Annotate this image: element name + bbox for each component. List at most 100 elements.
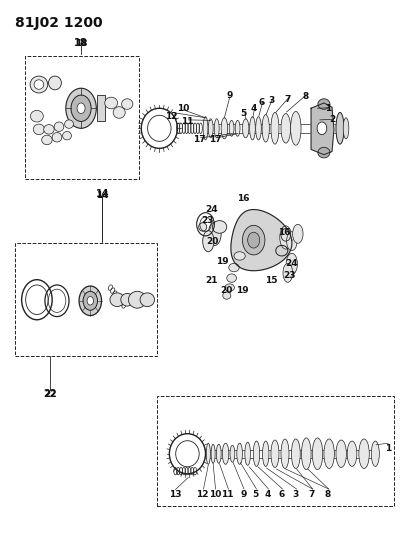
Circle shape bbox=[317, 122, 327, 135]
Ellipse shape bbox=[291, 111, 301, 145]
Ellipse shape bbox=[176, 441, 199, 467]
Ellipse shape bbox=[245, 442, 250, 465]
Ellipse shape bbox=[371, 441, 379, 466]
Bar bbox=[15, 243, 158, 356]
Ellipse shape bbox=[235, 120, 240, 136]
Polygon shape bbox=[311, 103, 334, 155]
Ellipse shape bbox=[63, 132, 71, 140]
Ellipse shape bbox=[211, 444, 215, 463]
Ellipse shape bbox=[208, 222, 221, 245]
Bar bbox=[25, 55, 139, 180]
Circle shape bbox=[243, 225, 265, 255]
Text: 18: 18 bbox=[74, 38, 88, 48]
Ellipse shape bbox=[286, 253, 298, 274]
Text: 9: 9 bbox=[241, 490, 247, 499]
Text: 6: 6 bbox=[279, 490, 285, 499]
Ellipse shape bbox=[203, 117, 208, 140]
Ellipse shape bbox=[271, 440, 279, 467]
Text: 23: 23 bbox=[284, 271, 296, 280]
Ellipse shape bbox=[347, 441, 357, 466]
Ellipse shape bbox=[140, 293, 155, 306]
Text: 14: 14 bbox=[96, 189, 109, 199]
Ellipse shape bbox=[324, 439, 335, 469]
Ellipse shape bbox=[105, 97, 118, 109]
Text: 8: 8 bbox=[303, 92, 309, 101]
Ellipse shape bbox=[65, 120, 73, 128]
Ellipse shape bbox=[227, 274, 236, 282]
Ellipse shape bbox=[281, 439, 289, 469]
Ellipse shape bbox=[214, 119, 219, 138]
Text: 24: 24 bbox=[285, 260, 298, 268]
Text: 3: 3 bbox=[269, 96, 275, 105]
Ellipse shape bbox=[256, 117, 261, 140]
Text: 4: 4 bbox=[265, 490, 271, 499]
Circle shape bbox=[77, 103, 85, 114]
Ellipse shape bbox=[229, 263, 239, 272]
Ellipse shape bbox=[343, 118, 349, 139]
Ellipse shape bbox=[225, 284, 234, 292]
Text: 17: 17 bbox=[209, 135, 222, 144]
Text: 3: 3 bbox=[293, 490, 299, 499]
Ellipse shape bbox=[212, 221, 227, 233]
Text: 16: 16 bbox=[278, 228, 290, 237]
Bar bbox=[97, 95, 105, 122]
Bar bbox=[158, 395, 394, 506]
Text: 2: 2 bbox=[329, 115, 335, 124]
Ellipse shape bbox=[48, 76, 61, 90]
Ellipse shape bbox=[42, 135, 52, 144]
Ellipse shape bbox=[206, 443, 210, 464]
Text: 11: 11 bbox=[221, 490, 234, 499]
Text: 12: 12 bbox=[165, 112, 177, 120]
Ellipse shape bbox=[44, 125, 54, 134]
Ellipse shape bbox=[221, 118, 228, 139]
Ellipse shape bbox=[199, 223, 207, 231]
Ellipse shape bbox=[110, 293, 125, 306]
Text: 23: 23 bbox=[201, 215, 214, 224]
Ellipse shape bbox=[302, 438, 311, 470]
Text: 16: 16 bbox=[237, 195, 250, 204]
Ellipse shape bbox=[359, 439, 369, 469]
Circle shape bbox=[247, 232, 260, 248]
Text: 5: 5 bbox=[241, 109, 247, 118]
Text: 22: 22 bbox=[44, 389, 57, 399]
Text: 12: 12 bbox=[197, 490, 209, 499]
Circle shape bbox=[83, 292, 98, 310]
Ellipse shape bbox=[293, 224, 303, 243]
Ellipse shape bbox=[263, 441, 269, 466]
Ellipse shape bbox=[249, 117, 255, 140]
Ellipse shape bbox=[281, 114, 291, 143]
Text: 1: 1 bbox=[325, 104, 331, 113]
Text: 5: 5 bbox=[253, 490, 259, 499]
Ellipse shape bbox=[237, 443, 243, 464]
Ellipse shape bbox=[243, 119, 249, 138]
Ellipse shape bbox=[291, 439, 300, 469]
Text: 7: 7 bbox=[309, 490, 315, 499]
Text: 18: 18 bbox=[75, 39, 88, 48]
Polygon shape bbox=[231, 209, 292, 271]
Circle shape bbox=[71, 95, 91, 122]
Text: 1: 1 bbox=[385, 444, 391, 453]
Text: 10: 10 bbox=[177, 104, 190, 113]
Text: 15: 15 bbox=[265, 276, 277, 285]
Ellipse shape bbox=[271, 112, 279, 144]
Text: 81J02 1200: 81J02 1200 bbox=[15, 16, 103, 30]
Text: 20: 20 bbox=[221, 286, 233, 295]
Text: 24: 24 bbox=[205, 205, 218, 214]
Ellipse shape bbox=[31, 110, 43, 122]
Ellipse shape bbox=[280, 226, 292, 249]
Ellipse shape bbox=[54, 122, 64, 132]
Ellipse shape bbox=[234, 252, 245, 260]
Ellipse shape bbox=[287, 232, 297, 251]
Ellipse shape bbox=[312, 438, 323, 470]
Ellipse shape bbox=[336, 440, 346, 467]
Text: 19: 19 bbox=[236, 286, 249, 295]
Text: 10: 10 bbox=[209, 490, 222, 499]
Ellipse shape bbox=[30, 76, 48, 93]
Ellipse shape bbox=[203, 231, 214, 252]
Ellipse shape bbox=[129, 292, 146, 308]
Text: 13: 13 bbox=[169, 490, 182, 499]
Text: 9: 9 bbox=[226, 91, 233, 100]
Circle shape bbox=[79, 286, 101, 316]
Text: 14: 14 bbox=[96, 191, 109, 200]
Ellipse shape bbox=[262, 115, 269, 142]
